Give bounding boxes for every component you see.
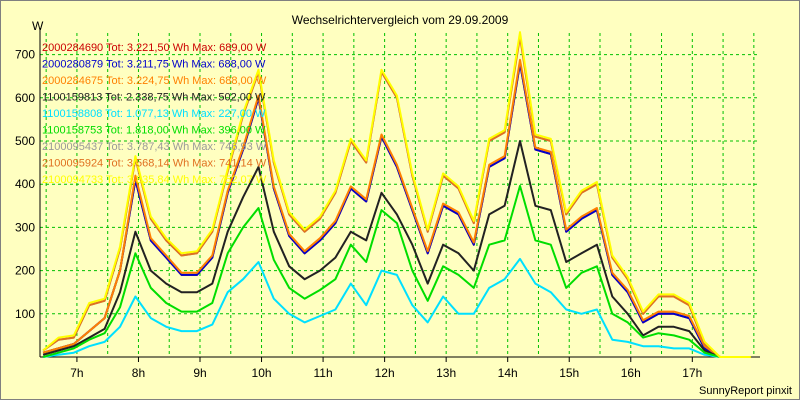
x-tick-label: 16h — [621, 366, 641, 380]
series-line-1100158753 — [42, 184, 751, 358]
series-line-2100094733 — [42, 31, 751, 358]
legend-entry-2100095924: 2100095924 Tot: 3.568,14 Wh Max: 741,14 … — [42, 158, 267, 170]
y-ticks: 100 200 300 400 500 600 700 — [15, 48, 35, 321]
x-tick-label: 13h — [436, 366, 456, 380]
series-line-2000284675 — [42, 58, 751, 358]
series-line-1100159813 — [42, 140, 751, 358]
y-tick-label: 200 — [15, 264, 35, 278]
legend-entry-2000284690: 2000284690 Tot: 3.221,50 Wh Max: 689,00 … — [42, 42, 267, 54]
y-axis-label: W — [32, 19, 44, 33]
y-tick-label: 600 — [15, 91, 35, 105]
x-tick-label: 12h — [375, 366, 395, 380]
x-tick-label: 14h — [498, 366, 518, 380]
legend-entry-2000284675: 2000284675 Tot: 3.224,75 Wh Max: 688,00 … — [42, 75, 267, 87]
x-ticks: 7h 8h 9h 10h 11h 12h 13h 14h 15h 16h 17h — [70, 357, 702, 380]
y-tick-label: 400 — [15, 177, 35, 191]
series-lines — [42, 31, 751, 358]
legend-entry-2000280879: 2000280879 Tot: 3.211,75 Wh Max: 688,00 … — [42, 59, 266, 71]
legend-entry-1100158753: 1100158753 Tot: 1.818,00 Wh Max: 396,00 … — [42, 125, 266, 137]
legend-entry-1100159813: 1100159813 Tot: 2.338,75 Wh Max: 502,00 … — [42, 92, 266, 104]
y-tick-label: 100 — [15, 307, 35, 321]
legend-entry-1100158808: 1100158808 Tot: 1.077,13 Wh Max: 227,00 … — [42, 108, 266, 120]
legend-entry-2100095437: 2100095437 Tot: 3.787,43 Wh Max: 746,93 … — [42, 141, 267, 153]
x-tick-label: 8h — [132, 366, 145, 380]
y-tick-label: 500 — [15, 134, 35, 148]
legend-entry-2100094733: 2100094733 Tot: 3.835,84 Wh Max: 752,07 … — [42, 174, 267, 186]
x-tick-label: 17h — [682, 366, 702, 380]
x-tick-label: 11h — [314, 366, 333, 380]
x-tick-label: 10h — [252, 366, 272, 380]
x-tick-label: 9h — [193, 366, 206, 380]
y-tick-label: 700 — [15, 48, 35, 62]
legend: 2000284690 Tot: 3.221,50 Wh Max: 689,00 … — [42, 42, 267, 186]
x-tick-label: 7h — [70, 366, 83, 380]
y-tick-label: 300 — [15, 220, 35, 234]
axes — [39, 28, 760, 358]
series-line-1100158808 — [42, 257, 751, 358]
x-tick-label: 15h — [559, 366, 579, 380]
footer-credit: SunnyReport pinxit — [699, 385, 792, 397]
chart-title: Wechselrichtervergleich vom 29.09.2009 — [292, 13, 509, 27]
